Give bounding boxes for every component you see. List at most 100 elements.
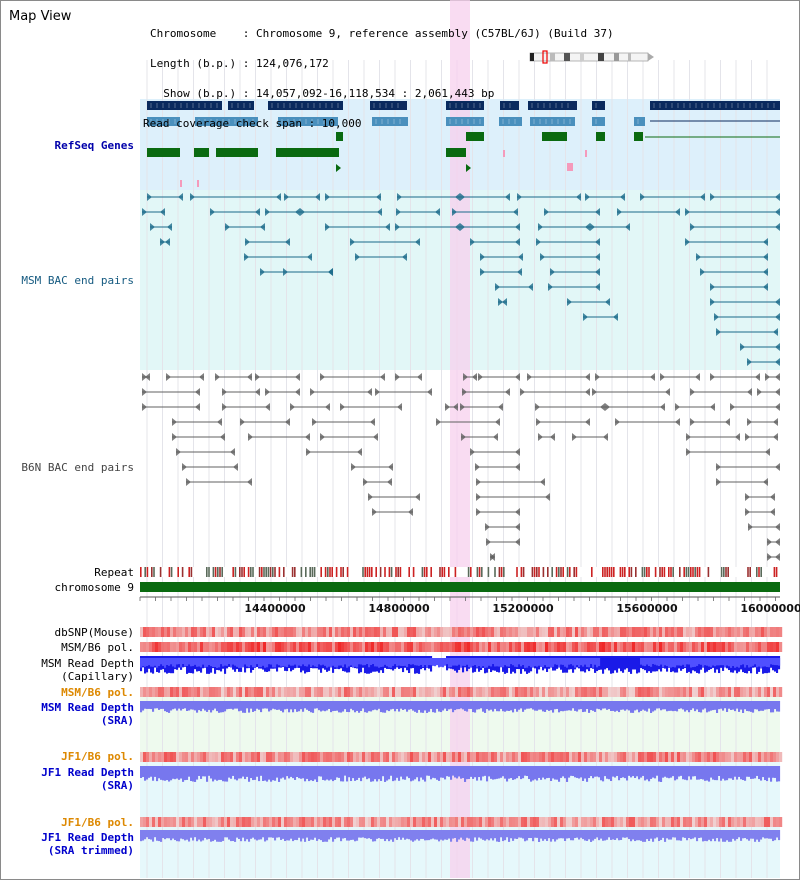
msm-b6-pol-heat-cell <box>596 642 600 652</box>
jf1-depth-trim-bar <box>222 830 225 841</box>
msm-depth-cap-bar <box>450 658 453 668</box>
msm-depth-sra-bar <box>582 701 585 713</box>
msm-depth-sra-bar <box>566 701 569 711</box>
jf1-depth-trim-bar <box>620 830 623 840</box>
b6n-bac-pair-end <box>265 388 270 396</box>
msm-b6-pol-heat-cell <box>578 642 582 652</box>
track-label-refseq[interactable]: RefSeq Genes <box>54 139 134 152</box>
jf1-depth-trim-bar <box>466 830 469 838</box>
jf1-depth-bar <box>344 766 347 776</box>
repeat-element <box>397 567 399 577</box>
msm-depth-cap-bar <box>566 658 569 668</box>
msm-b6-pol-heat-cell <box>641 642 645 652</box>
msm-b6-pol-heat-cell <box>245 642 249 652</box>
dbsnp-heat-cell <box>575 627 579 637</box>
track-label-msm-bac[interactable]: MSM BAC end pairs <box>21 274 134 287</box>
dbsnp-heat-cell <box>467 627 471 637</box>
track-label-dbsnp[interactable]: dbSNP(Mouse) <box>54 626 134 639</box>
msm-b6-pol-sra-heat-cell <box>284 687 288 697</box>
msm-depth-cap-bar <box>594 658 597 665</box>
msm-b6-pol-sra-heat-cell <box>257 687 261 697</box>
repeat-element <box>153 567 155 577</box>
track-label-msm-b6-pol-sra[interactable]: MSM/B6 pol. <box>61 686 134 699</box>
msm-bac-pair-end <box>518 253 523 261</box>
jf1-depth-trim-bar <box>352 830 355 840</box>
dbsnp-heat-cell <box>227 627 231 637</box>
jf1-b6-pol-trim-heat-cell <box>473 817 477 827</box>
jf1-b6-pol-heat-cell <box>695 752 699 762</box>
msm-depth-cap-bar <box>486 658 489 668</box>
jf1-b6-pol-heat-cell <box>761 752 765 762</box>
msm-depth-sra-bar <box>748 701 751 712</box>
jf1-depth-trim-bar <box>320 830 323 841</box>
track-label-msm-depth-sra[interactable]: MSM Read Depth <box>41 701 134 714</box>
msm-b6-pol-heat-cell <box>710 642 714 652</box>
jf1-depth-trim-bar <box>750 830 753 839</box>
msm-b6-pol-sra-heat-cell <box>347 687 351 697</box>
dbsnp-heat-cell <box>296 627 300 637</box>
jf1-depth-bar <box>504 766 507 779</box>
dbsnp-heat-cell <box>374 627 378 637</box>
msm-depth-cap-bar <box>626 656 629 669</box>
jf1-b6-pol-trim-heat-cell <box>149 817 153 827</box>
jf1-depth-trim-bar <box>338 830 341 838</box>
jf1-depth-bar <box>518 766 521 777</box>
msm-b6-pol-heat-cell <box>191 642 195 652</box>
track-label-jf1-b6-pol[interactable]: JF1/B6 pol. <box>61 750 134 763</box>
jf1-depth-bar <box>528 766 531 780</box>
msm-b6-pol-sra-heat-cell <box>410 687 414 697</box>
dbsnp-heat-cell <box>248 627 252 637</box>
jf1-b6-pol-heat-cell <box>428 752 432 762</box>
dbsnp-heat-cell <box>719 627 723 637</box>
msm-depth-sra-bar <box>724 701 727 709</box>
msm-b6-pol-sra-heat-cell <box>272 687 276 697</box>
jf1-depth-bar <box>430 766 433 780</box>
jf1-b6-pol-heat-cell <box>374 752 378 762</box>
repeat-element <box>613 567 615 577</box>
msm-depth-cap-bar <box>576 658 579 666</box>
track-label-msm-depth-cap[interactable]: MSM Read Depth <box>41 657 134 670</box>
msm-b6-pol-heat-cell <box>623 642 627 652</box>
msm-b6-pol-sra-heat-cell <box>461 687 465 697</box>
msm-b6-pol-heat-cell <box>410 642 414 652</box>
jf1-depth-bar <box>742 766 745 781</box>
b6n-bac-pair-end <box>520 388 525 396</box>
refseq-gene <box>542 132 567 141</box>
jf1-depth-trim-bar <box>562 830 565 839</box>
jf1-depth-trim-bar <box>452 830 455 839</box>
msm-b6-pol-heat-cell <box>677 642 681 652</box>
msm-depth-cap-bar <box>562 658 565 665</box>
msm-depth-cap-bar <box>652 658 655 665</box>
msm-depth-sra-bar <box>260 701 263 713</box>
msm-bac-pair-end <box>595 238 600 246</box>
msm-depth-cap-bar <box>610 656 613 674</box>
jf1-depth-bar <box>582 766 585 781</box>
track-label-jf1-depth[interactable]: JF1 Read Depth <box>41 766 134 779</box>
msm-depth-sra-bar <box>302 701 305 712</box>
jf1-depth-bar <box>384 766 387 782</box>
jf1-depth-trim-bar <box>364 830 367 839</box>
jf1-depth-bar <box>730 766 733 779</box>
track-label-repeat[interactable]: Repeat <box>94 566 134 579</box>
b6n-bac-pair-end <box>247 373 252 381</box>
jf1-b6-pol-trim-heat-cell <box>506 817 510 827</box>
jf1-b6-pol-heat-cell <box>659 752 663 762</box>
track-label-b6n-bac[interactable]: B6N BAC end pairs <box>21 461 134 474</box>
jf1-b6-pol-trim-heat-cell <box>179 817 183 827</box>
msm-b6-pol-sra-heat-cell <box>518 687 522 697</box>
refseq-gene <box>194 148 209 157</box>
jf1-b6-pol-heat-cell <box>686 752 690 762</box>
track-label-jf1-depth-trim[interactable]: JF1 Read Depth <box>41 831 134 844</box>
msm-depth-sra-bar <box>632 701 635 713</box>
jf1-b6-pol-trim-heat-cell <box>767 817 771 827</box>
jf1-b6-pol-heat-cell <box>602 752 606 762</box>
jf1-depth-bar <box>272 766 275 781</box>
dbsnp-heat-cell <box>542 627 546 637</box>
dbsnp-heat-cell <box>677 627 681 637</box>
track-label-jf1-b6-pol-trim[interactable]: JF1/B6 pol. <box>61 816 134 829</box>
track-label-msm-b6-pol[interactable]: MSM/B6 pol. <box>61 641 134 654</box>
jf1-depth-trim-bar <box>406 830 409 839</box>
b6n-bac-pair-end <box>765 448 770 456</box>
jf1-depth-bar <box>506 766 509 782</box>
